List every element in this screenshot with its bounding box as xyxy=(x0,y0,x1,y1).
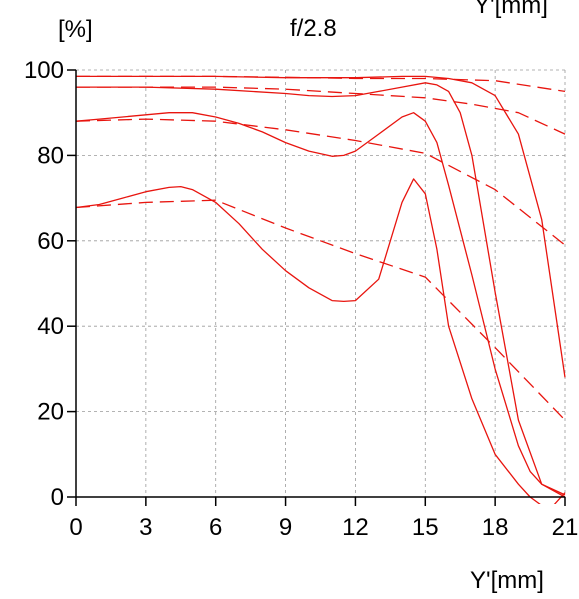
grid xyxy=(76,69,566,497)
x-axis-label: Y'[mm] xyxy=(470,567,544,594)
x-tick-label: 0 xyxy=(69,514,82,541)
series-line-dashed xyxy=(76,118,566,246)
series-line-solid xyxy=(76,178,566,504)
x-tick-label: 12 xyxy=(342,514,369,541)
series-line-dashed xyxy=(76,75,566,93)
y-tick-label: 20 xyxy=(37,399,64,426)
y-tick-label: 60 xyxy=(37,228,64,255)
y-axis-label: [%] xyxy=(58,16,93,43)
x-tick-label: 9 xyxy=(279,514,292,541)
x-tick-label: 6 xyxy=(209,514,222,541)
x-tick-label: 3 xyxy=(139,514,152,541)
ticks: 0 3 6 9 12 15 18 21 0 20 40 60 80 100 xyxy=(24,57,578,541)
x-tick-label: 18 xyxy=(482,514,509,541)
series-line-solid xyxy=(76,75,566,378)
y-tick-label: 100 xyxy=(24,57,64,84)
series-line-solid xyxy=(76,112,566,498)
chart-title: f/2.8 xyxy=(290,15,337,42)
y-tick-label: 80 xyxy=(37,142,64,169)
x-tick-label: 15 xyxy=(412,514,439,541)
series-line-solid xyxy=(76,82,566,496)
y-tick-label: 40 xyxy=(37,313,64,340)
y-tick-label: 0 xyxy=(51,484,64,511)
series-group xyxy=(76,75,566,504)
x-tick-label: 21 xyxy=(552,514,579,541)
corner-axis-label: Y'[mm] xyxy=(474,0,548,19)
series-line-dashed xyxy=(76,199,566,421)
series-line-dashed xyxy=(76,86,566,135)
